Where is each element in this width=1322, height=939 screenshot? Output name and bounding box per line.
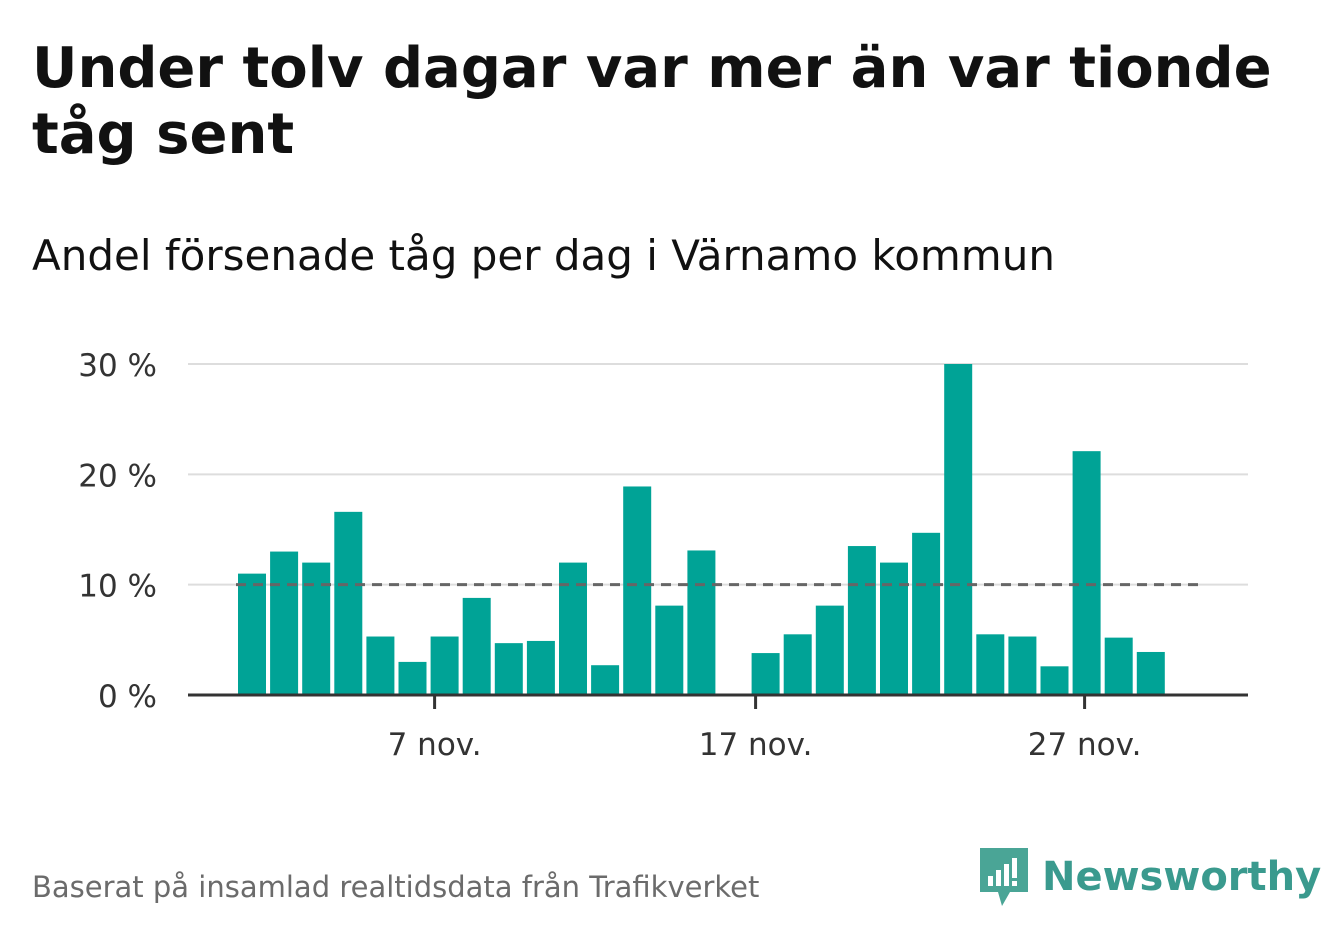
bar — [847, 546, 876, 695]
bar — [751, 653, 780, 695]
bar — [623, 486, 652, 695]
bar — [559, 562, 587, 695]
bar — [1136, 651, 1165, 695]
brand-name: Newsworthy — [1042, 854, 1322, 900]
bar — [398, 661, 427, 695]
chart-title: Under tolv dagar var mer än var tionde t… — [32, 36, 1272, 167]
bar — [880, 562, 908, 695]
y-tick-label: 30 % — [78, 348, 157, 384]
bar — [526, 640, 555, 695]
y-tick-labels: 0 % 10 % 20 % 30 % — [78, 348, 157, 715]
bar — [430, 636, 459, 695]
bar — [1104, 637, 1133, 695]
y-tick-label: 10 % — [78, 569, 157, 605]
bar — [687, 550, 716, 695]
bar — [1040, 666, 1069, 695]
bar-chart: 0 % 10 % 20 % 30 % 7 nov. 17 nov. 27 nov. — [78, 348, 1248, 763]
bar — [655, 605, 684, 695]
bar — [783, 634, 812, 695]
bar — [912, 532, 941, 695]
x-axis — [188, 693, 1248, 709]
bar — [302, 562, 331, 695]
bar — [366, 636, 395, 695]
x-tick-label: 27 nov. — [1028, 727, 1142, 763]
bar — [1008, 636, 1037, 695]
y-tick-label: 0 % — [98, 679, 157, 715]
source-note: Baserat på insamlad realtidsdata från Tr… — [32, 870, 760, 904]
chart-subtitle: Andel försenade tåg per dag i Värnamo ko… — [32, 231, 1055, 280]
bar — [976, 634, 1005, 695]
bar — [334, 511, 363, 695]
x-tick-labels: 7 nov. 17 nov. 27 nov. — [388, 727, 1142, 763]
bar — [815, 605, 844, 695]
bar — [462, 597, 491, 695]
x-tick-label: 17 nov. — [699, 727, 813, 763]
brand-logo: Newsworthy — [980, 848, 1321, 906]
bars — [238, 364, 1165, 695]
bar — [1072, 451, 1101, 695]
y-tick-label: 20 % — [78, 458, 157, 494]
bar — [944, 364, 973, 695]
bar — [270, 551, 299, 695]
x-tick-label: 7 nov. — [388, 727, 482, 763]
bar — [494, 643, 523, 695]
bar — [591, 665, 620, 695]
newsworthy-logo-icon — [980, 848, 1028, 906]
bar — [238, 573, 266, 695]
